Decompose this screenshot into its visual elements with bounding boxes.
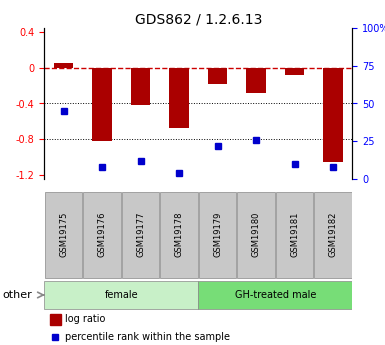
Bar — [323, 68, 343, 161]
Text: log ratio: log ratio — [65, 315, 106, 324]
Bar — [131, 68, 150, 105]
Bar — [246, 68, 266, 93]
Bar — [122, 191, 159, 278]
Title: GDS862 / 1.2.6.13: GDS862 / 1.2.6.13 — [135, 12, 262, 27]
Bar — [50, 314, 61, 325]
Bar — [92, 68, 112, 141]
Bar — [199, 191, 236, 278]
Text: percentile rank within the sample: percentile rank within the sample — [65, 333, 231, 342]
Text: GSM19182: GSM19182 — [328, 212, 338, 257]
Bar — [44, 281, 198, 309]
Bar — [45, 191, 82, 278]
Text: other: other — [2, 290, 32, 300]
Bar — [198, 281, 352, 309]
Bar — [208, 68, 227, 84]
Text: GSM19176: GSM19176 — [97, 212, 107, 257]
Text: GSM19180: GSM19180 — [251, 212, 261, 257]
Text: GSM19181: GSM19181 — [290, 212, 299, 257]
Bar — [54, 63, 73, 68]
Text: female: female — [104, 290, 138, 300]
Bar — [314, 191, 352, 278]
Text: GH-treated male: GH-treated male — [234, 290, 316, 300]
Bar — [285, 68, 304, 75]
Text: GSM19179: GSM19179 — [213, 212, 222, 257]
Text: GSM19178: GSM19178 — [174, 212, 184, 257]
Bar — [160, 191, 198, 278]
Bar — [276, 191, 313, 278]
Bar — [169, 68, 189, 128]
Bar — [237, 191, 275, 278]
Bar — [83, 191, 121, 278]
Text: GSM19177: GSM19177 — [136, 212, 145, 257]
Text: GSM19175: GSM19175 — [59, 212, 68, 257]
